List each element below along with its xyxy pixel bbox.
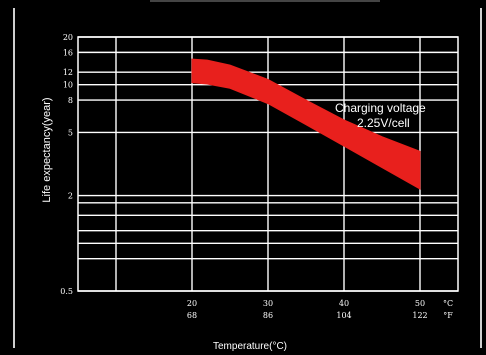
y-tick-label-0: 20 [63,33,73,42]
x-tick-label-c-0: 20 [187,299,197,308]
right-frame-line [480,8,482,348]
x-tick-label-f-2: 104 [336,311,351,320]
x-unit-celsius: °C [443,299,453,308]
annotation-line-1: Charging voltage [335,101,426,115]
y-tick-label-3: 10 [63,81,73,90]
x-tick-label-c-1: 30 [263,299,273,308]
y-tick-label-7: 0.5 [60,287,73,296]
x-tick-label-c-2: 40 [339,299,349,308]
x-tick-label-f-0: 68 [187,311,197,320]
top-decoration-line [150,0,380,2]
y-tick-label-1: 16 [63,48,73,57]
y-tick-label-6: 2 [68,192,73,201]
x-axis-title: Temperature(°C) [212,341,288,352]
x-tick-label-f-3: 122 [412,311,427,320]
x-tick-label-c-3: 50 [415,299,425,308]
y-tick-label-4: 8 [68,96,73,105]
x-unit-fahrenheit: °F [443,311,453,320]
y-tick-label-2: 12 [63,68,73,77]
y-axis-title: Life expectancy(year) [41,97,53,203]
life-expectancy-band [191,58,421,190]
x-tick-label-f-1: 86 [263,311,273,320]
left-frame-line [13,8,15,348]
y-tick-label-5: 5 [68,128,73,137]
annotation-line-2: 2.25V/cell [357,116,410,130]
